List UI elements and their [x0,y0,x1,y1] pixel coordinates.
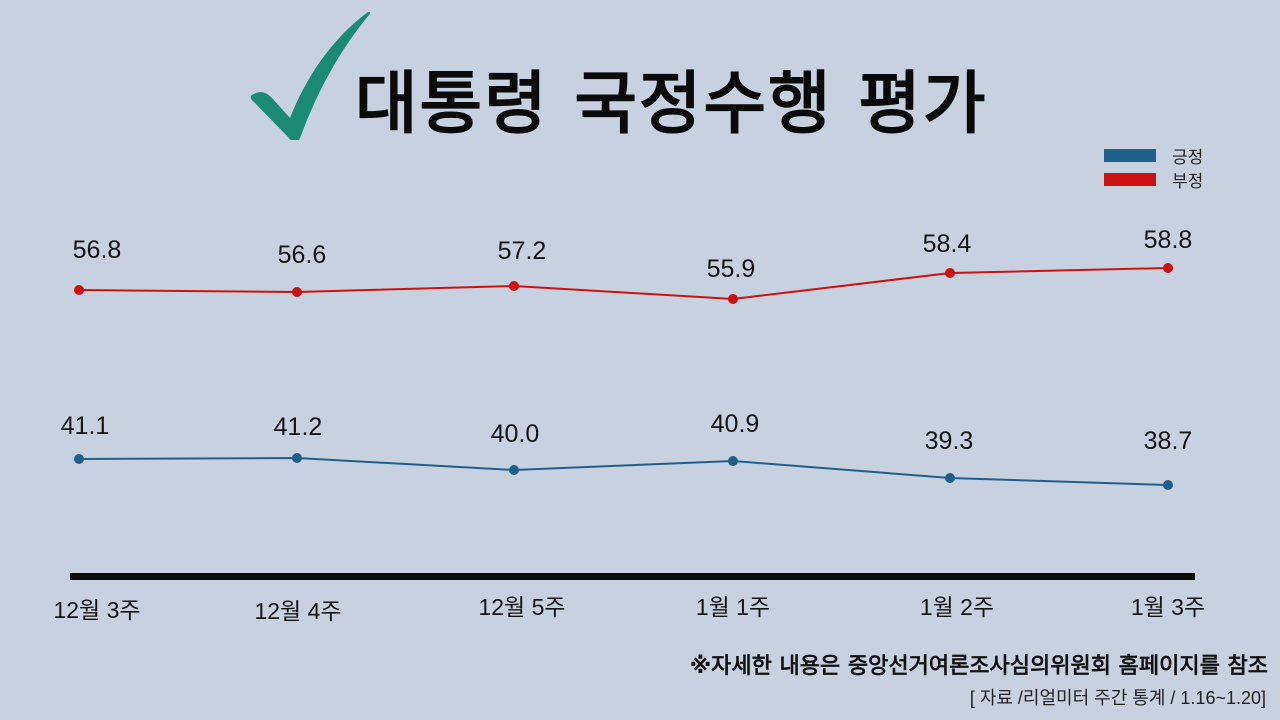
data-point [74,285,84,295]
series-markers-negative [74,263,1173,304]
data-point [1163,480,1173,490]
data-point [728,294,738,304]
data-label: 55.9 [707,255,756,283]
source-caption: [ 자료 /리얼미터 주간 통계 / 1.16~1.20] [969,688,1266,708]
legend-swatch-negative [1104,172,1156,186]
x-tick-label: 12월 4주 [254,598,341,624]
data-label: 58.4 [923,230,972,258]
data-point [292,453,302,463]
legend: 긍정 부정 [1104,143,1204,192]
data-point [728,456,738,466]
legend-item-negative: 부정 [1104,167,1204,192]
footnote: ※자세한 내용은 중앙선거여론조사심의위원회 홈페이지를 참조 [689,654,1268,679]
data-point [1163,263,1173,273]
data-label: 40.9 [711,410,760,438]
data-label: 38.7 [1144,427,1193,455]
data-label: 57.2 [498,237,547,265]
series-line-positive [78,456,1169,486]
data-point [509,465,519,475]
page-title: 대통령 국정수행 평가 [355,65,988,144]
x-tick-label: 12월 3주 [53,597,140,623]
data-labels-negative: 56.8 56.6 57.2 55.9 58.4 58.8 [73,226,1193,283]
data-label: 41.1 [61,412,110,440]
x-tick-label: 12월 5주 [478,594,565,620]
data-labels-positive: 41.1 41.2 40.0 40.9 39.3 38.7 [61,410,1193,455]
series-markers-positive [74,453,1173,490]
data-point [945,268,955,278]
x-tick-label: 1월 3주 [1131,594,1205,620]
data-point [292,287,302,297]
data-label: 56.6 [278,241,327,269]
data-label: 39.3 [925,427,974,455]
legend-item-positive: 긍정 [1104,143,1204,168]
legend-label: 부정 [1172,171,1204,192]
checkmark-icon [250,11,371,140]
legend-label: 긍정 [1172,147,1204,168]
legend-swatch-positive [1104,148,1156,162]
x-tick-label: 1월 1주 [696,594,770,620]
series-line-negative [78,267,1169,301]
data-label: 41.2 [274,413,323,441]
x-tick-label: 1월 2주 [920,594,994,620]
data-point [509,281,519,291]
x-axis-labels: 12월 3주 12월 4주 12월 5주 1월 1주 1월 2주 1월 3주 [53,594,1205,624]
data-label: 40.0 [491,420,540,448]
title-area [250,10,375,140]
data-point [945,473,955,483]
data-label: 56.8 [73,236,122,264]
data-point [74,454,84,464]
x-axis-line [70,573,1195,580]
data-label: 58.8 [1144,226,1193,254]
